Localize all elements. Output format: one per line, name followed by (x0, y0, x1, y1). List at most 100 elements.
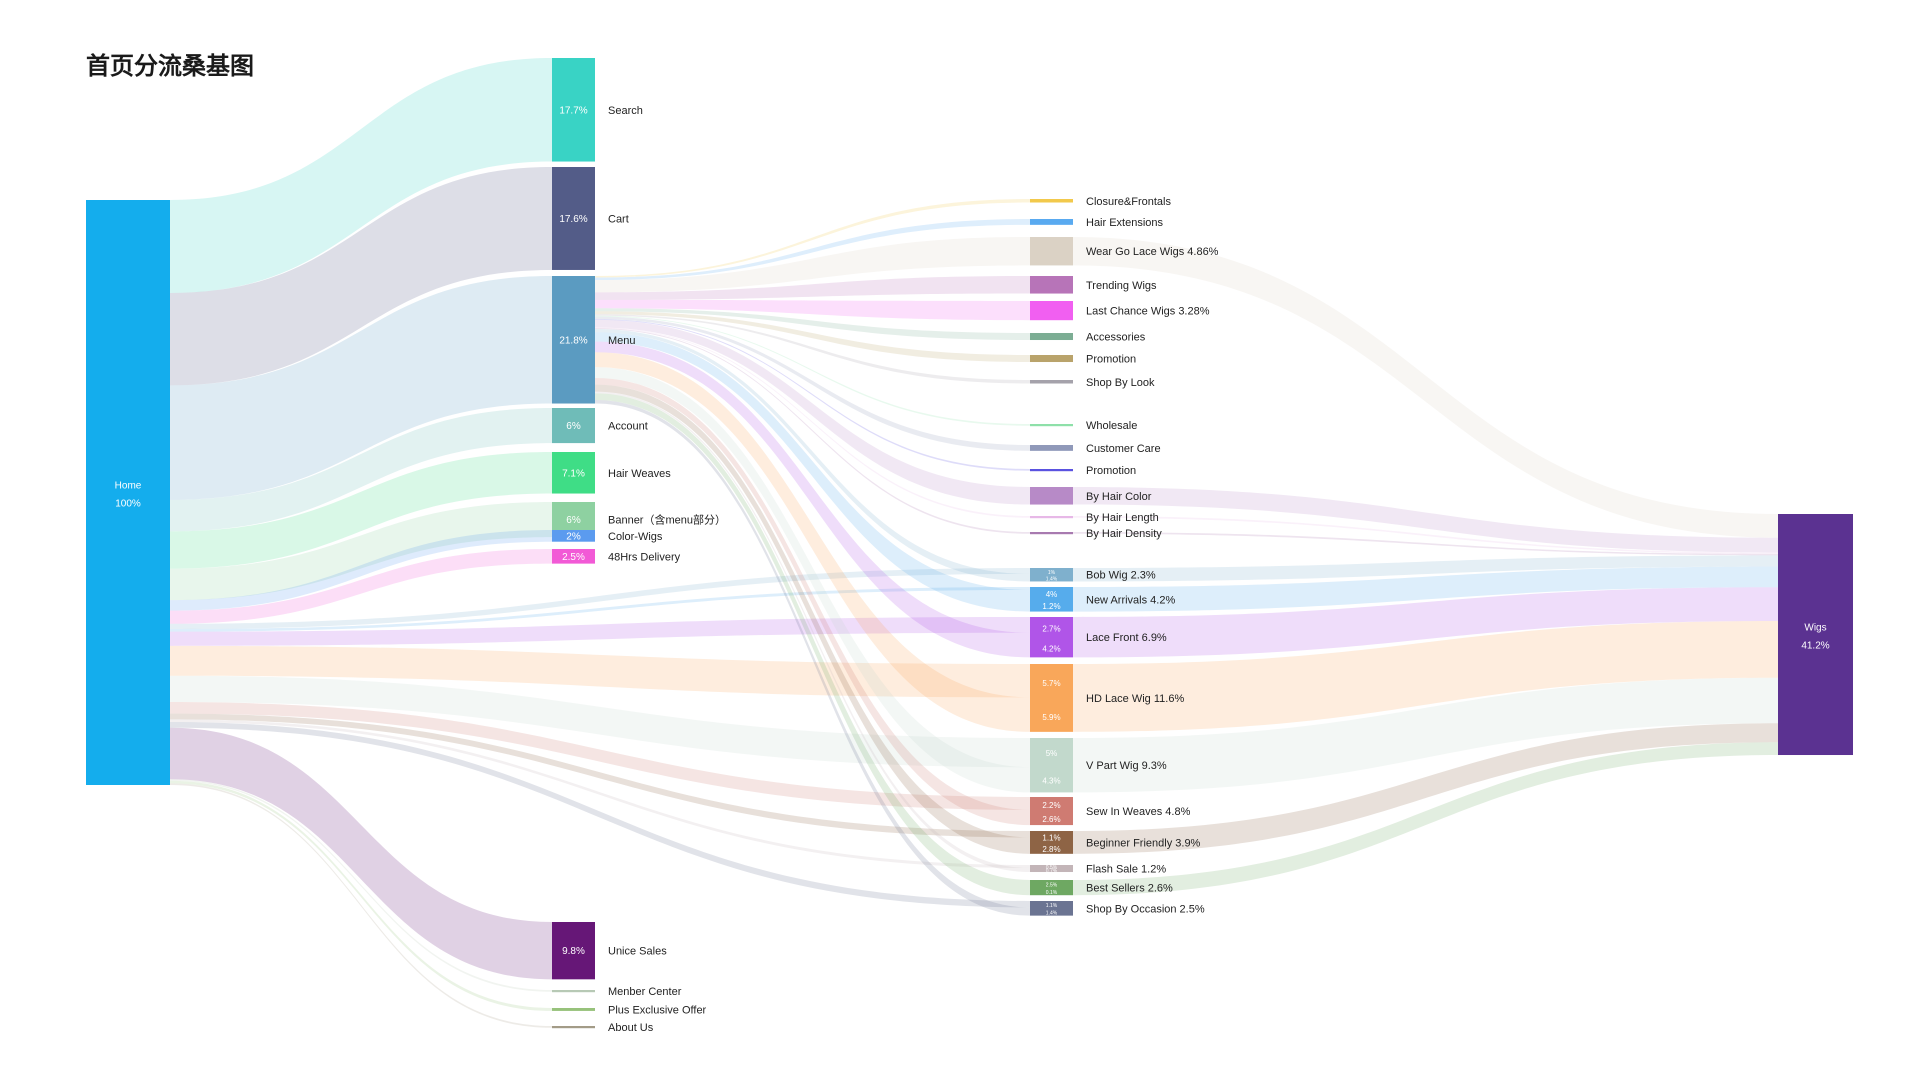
node-newarrivals (1030, 587, 1073, 612)
node-plus (552, 1008, 595, 1011)
node-label-haircolor: By Hair Color (1086, 491, 1152, 503)
link-menu-closure (595, 199, 1030, 278)
links-layer (170, 58, 1778, 1028)
node-label-unice: Unice Sales (608, 946, 667, 958)
link-menu-haircolor (595, 319, 1030, 505)
link-home-newarrivals (170, 587, 1030, 632)
link-bob-wigs (1073, 555, 1778, 582)
link-newarrivals-wigs (1073, 566, 1778, 612)
node-member (552, 990, 595, 993)
link-menu-promotion1 (595, 311, 1030, 363)
node-delivery48 (552, 549, 595, 564)
node-value-home: 100% (115, 499, 141, 510)
node-split-newarrivals-1: 1.2% (1042, 602, 1060, 611)
link-home-unice (170, 727, 552, 980)
node-label-hairlength: By Hair Length (1086, 512, 1159, 524)
node-custcare (1030, 445, 1073, 451)
node-home (86, 200, 170, 785)
node-label-hairweaves: Hair Weaves (608, 468, 671, 480)
link-home-colorwigs (170, 530, 552, 611)
node-unice (552, 922, 595, 980)
link-home-menu (170, 276, 552, 500)
node-beginner (1030, 831, 1073, 854)
node-wigs (1778, 514, 1853, 756)
link-menu-trending (595, 276, 1030, 300)
node-split-bestsellers-0: 2.5% (1046, 882, 1058, 888)
node-shopbylook (1030, 380, 1073, 384)
node-flashsale (1030, 865, 1073, 873)
node-label-home: Home (115, 481, 142, 492)
node-label-lacefront: Lace Front 6.9% (1086, 632, 1167, 644)
node-label-newarrivals: New Arrivals 4.2% (1086, 594, 1175, 606)
node-label-custcare: Customer Care (1086, 443, 1161, 455)
node-value-account: 6% (566, 421, 581, 432)
link-home-account (170, 408, 552, 532)
node-promotion1 (1030, 355, 1073, 363)
link-menu-beginner (595, 384, 1030, 854)
node-label-account: Account (608, 421, 648, 433)
node-label-bob: Bob Wig 2.3% (1086, 570, 1156, 582)
link-menu-sewin (595, 377, 1030, 826)
node-hairext (1030, 219, 1073, 225)
node-label-occasion: Shop By Occasion 2.5% (1086, 903, 1205, 915)
link-menu-newarrivals (595, 332, 1030, 612)
link-menu-occasion (595, 399, 1030, 916)
node-split-bob-1: 1.4% (1046, 576, 1058, 582)
node-hairweaves (552, 452, 595, 494)
node-wholesale (1030, 424, 1073, 427)
node-value-banner: 6% (566, 515, 581, 526)
link-home-occasion (170, 721, 1030, 908)
node-label-colorwigs: Color-Wigs (608, 531, 663, 543)
node-split-hdlace-0: 5.7% (1042, 679, 1060, 688)
node-split-lacefront-0: 2.7% (1042, 624, 1060, 633)
labels-layer: Home 100% Search 17.7% Cart 17.6% Menu 21.8% Acc… (115, 105, 1830, 1034)
node-bestsellers (1030, 880, 1073, 896)
node-sewin (1030, 797, 1073, 826)
node-split-sewin-0: 2.2% (1042, 801, 1060, 810)
link-menu-bob (595, 328, 1030, 582)
node-closure (1030, 199, 1073, 203)
link-menu-vpart (595, 367, 1030, 793)
node-lacefront (1030, 617, 1073, 658)
link-home-hairweaves (170, 452, 552, 569)
node-search (552, 58, 595, 162)
node-label-shopbylook: Shop By Look (1086, 377, 1155, 389)
node-split-occasion-1: 1.4% (1046, 910, 1058, 916)
link-home-vpart (170, 675, 1030, 768)
node-account (552, 408, 595, 444)
node-label-beginner: Beginner Friendly 3.9% (1086, 837, 1201, 849)
link-home-banner (170, 502, 552, 601)
node-label-closure: Closure&Frontals (1086, 196, 1171, 208)
node-label-about: About Us (608, 1022, 654, 1034)
node-value-colorwigs: 2% (566, 531, 581, 542)
node-label-trending: Trending Wigs (1086, 280, 1157, 292)
node-label-vpart: V Part Wig 9.3% (1086, 760, 1167, 772)
node-label-sewin: Sew In Weaves 4.8% (1086, 806, 1191, 818)
node-split-flashsale-0: 0.5% (1046, 865, 1058, 871)
node-haircolor (1030, 487, 1073, 505)
link-menu-custcare (595, 316, 1030, 451)
node-split-vpart-1: 4.3% (1042, 776, 1060, 785)
link-menu-hairext (595, 219, 1030, 281)
node-split-sewin-1: 2.6% (1042, 815, 1060, 824)
node-label-plus: Plus Exclusive Offer (608, 1004, 707, 1016)
node-hdlace (1030, 664, 1073, 732)
node-value-wigs: 41.2% (1801, 641, 1829, 652)
link-menu-hdlace (595, 352, 1030, 732)
link-menu-bestsellers (595, 393, 1030, 896)
node-split-occasion-0: 1.1% (1046, 903, 1058, 909)
node-split-bob-0: 1% (1048, 570, 1056, 576)
link-home-delivery48 (170, 549, 552, 624)
link-home-flashsale (170, 719, 1030, 868)
link-hdlace-wigs (1073, 620, 1778, 732)
node-vpart (1030, 738, 1073, 793)
link-lacefront-wigs (1073, 587, 1778, 658)
link-menu-accessories (595, 308, 1030, 341)
nodes-layer (86, 58, 1853, 1029)
link-menu-shopbylook (595, 314, 1030, 384)
node-value-menu: 21.8% (559, 335, 587, 346)
node-value-hairweaves: 7.1% (562, 468, 585, 479)
node-cart (552, 167, 595, 270)
node-split-flashsale-1: 0.7% (1046, 868, 1058, 874)
